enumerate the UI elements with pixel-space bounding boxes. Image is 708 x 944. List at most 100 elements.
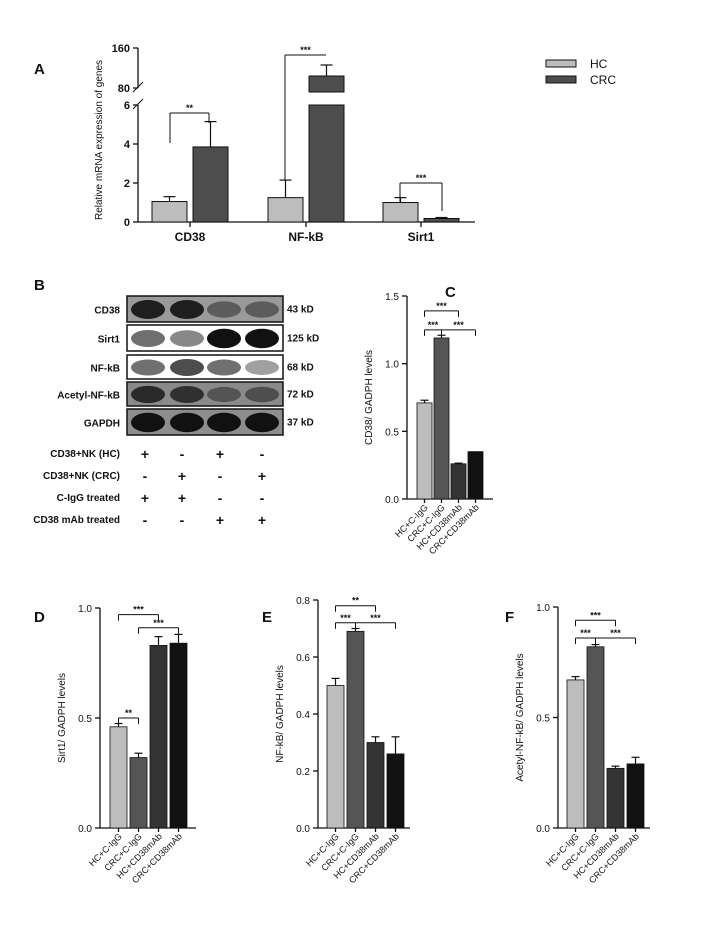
bar: [450, 463, 467, 500]
y-tick-label: 0.8: [296, 596, 310, 607]
condition-label: CD38+NK (CRC): [43, 471, 120, 482]
bar-crc-upper: [308, 75, 345, 93]
blot-band: [170, 386, 204, 403]
blot-band: [207, 301, 241, 318]
significance-label: ***: [340, 613, 351, 623]
blot-protein-label: Acetyl-NF-kB: [57, 391, 120, 402]
y-tick-label: 0.5: [536, 714, 550, 725]
legend-swatch-crc: [545, 75, 577, 84]
blot-protein-label: Sirt1: [98, 335, 121, 346]
y-tick-label: 0.0: [385, 495, 399, 506]
bar-crc-lower: [308, 104, 345, 223]
condition-sign: +: [178, 490, 186, 506]
significance-label: ***: [436, 301, 447, 311]
y-tick-label: 0.5: [385, 427, 399, 438]
blot-size-label: 125 kD: [287, 334, 319, 345]
condition-sign: +: [178, 468, 186, 484]
bar: [626, 763, 645, 829]
significance-label: ***: [370, 613, 381, 623]
blot-band: [131, 385, 165, 404]
chart-a: 0 2 4 6 80 160 Relative mRNA expression of gen…: [94, 43, 616, 244]
y-tick-label: 6: [124, 100, 130, 112]
significance-label: **: [125, 708, 133, 718]
blot-size-label: 43 kD: [287, 305, 314, 316]
condition-label: CD38 mAb treated: [33, 515, 120, 526]
blot-size-label: 68 kD: [287, 363, 314, 374]
y-tick-label: 0.6: [296, 653, 310, 664]
condition-sign: -: [180, 446, 185, 462]
y-tick-label: 0.0: [296, 824, 310, 835]
y-axis-label: Sirt1/ GADPH levels: [57, 673, 68, 763]
condition-sign: +: [141, 490, 149, 506]
x-tick-label: Sirt1: [408, 230, 435, 244]
y-tick-label: 1.0: [78, 604, 92, 615]
condition-sign: -: [218, 490, 223, 506]
condition-sign: -: [143, 468, 148, 484]
y-tick-label: 0.0: [78, 824, 92, 835]
panel-label-C: C: [445, 284, 456, 301]
y-axis-label: CD38/ GADPH levels: [364, 350, 375, 445]
panel-label-F: F: [505, 609, 514, 626]
y-tick-label: 0.0: [536, 824, 550, 835]
y-tick-label: 0.2: [296, 767, 310, 778]
blot-band: [131, 329, 165, 348]
bar-crc: [192, 146, 229, 223]
y-tick-label: 80: [118, 83, 130, 95]
significance-label: ***: [416, 173, 427, 183]
bar-crc: [423, 217, 460, 223]
significance-label: ***: [453, 320, 464, 330]
y-tick-label: 4: [124, 139, 131, 151]
panel-label-E: E: [262, 609, 272, 626]
condition-label: CD38+NK (HC): [50, 449, 120, 460]
blot-band: [245, 301, 279, 318]
significance-label: **: [352, 596, 360, 606]
bar-hc: [267, 197, 304, 223]
blot-band: [131, 300, 165, 319]
blot-band: [245, 412, 279, 433]
significance-label: ***: [610, 628, 621, 638]
panel-label-A: A: [34, 61, 45, 78]
x-tick-label: CD38: [175, 230, 206, 244]
condition-sign: +: [216, 446, 224, 462]
western-blot: CD38 43 kD Sirt1 125 kD NF-kB 68 kD Acetyl-NF-…: [33, 295, 319, 528]
bar: [346, 630, 365, 829]
blot-band: [131, 359, 165, 376]
bar: [433, 337, 450, 500]
chart-e: 0.00.20.40.60.8NF-kB/ GADPH levelsHC+C-I…: [275, 596, 410, 885]
bar: [416, 402, 433, 500]
bar-hc: [382, 202, 419, 223]
blot-band: [170, 330, 204, 347]
blot-band: [245, 360, 279, 375]
blot-band: [207, 412, 241, 433]
condition-sign: -: [218, 468, 223, 484]
blot-size-label: 72 kD: [287, 390, 314, 401]
blot-band: [245, 328, 279, 349]
significance-label: ***: [580, 628, 591, 638]
condition-sign: -: [260, 490, 265, 506]
y-tick-label: 1.0: [536, 603, 550, 614]
bar: [169, 642, 188, 829]
y-tick-label: 0.5: [78, 714, 92, 725]
condition-sign: -: [260, 446, 265, 462]
condition-sign: +: [216, 512, 224, 528]
significance-label: ***: [153, 618, 164, 628]
bar: [129, 757, 148, 829]
legend-label-crc: CRC: [590, 73, 616, 87]
legend-swatch-hc: [545, 59, 577, 68]
significance-label: ***: [300, 45, 311, 55]
bar: [386, 753, 405, 829]
y-tick-label: 0.4: [296, 710, 310, 721]
bar: [586, 646, 605, 829]
y-tick-label: 1.0: [385, 360, 399, 371]
condition-label: C-IgG treated: [57, 493, 120, 504]
blot-protein-label: GAPDH: [84, 419, 120, 430]
y-tick-label: 2: [124, 178, 130, 190]
bar: [109, 726, 128, 829]
bar: [326, 685, 345, 829]
blot-band: [170, 412, 204, 433]
y-tick-label: 0: [124, 217, 130, 229]
significance-label: ***: [590, 610, 601, 620]
